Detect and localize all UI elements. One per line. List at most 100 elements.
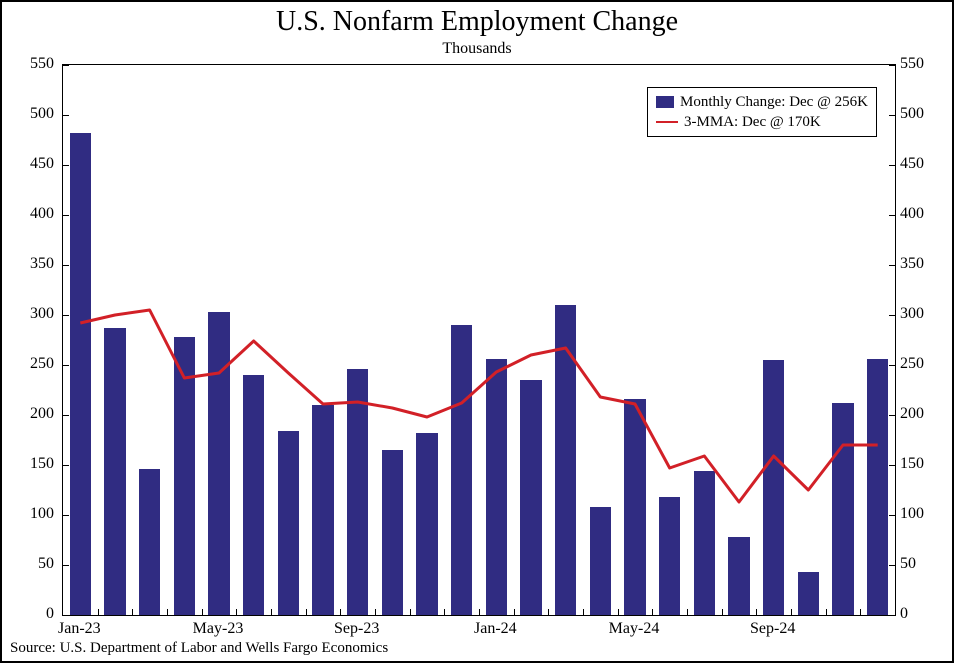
ytick-label-right: 350 (900, 255, 924, 273)
xtick-mark (132, 609, 133, 615)
xtick-mark (306, 609, 307, 615)
ytick-mark (889, 465, 895, 466)
ytick-mark (889, 415, 895, 416)
ytick-label-left: 300 (30, 305, 54, 323)
chart-title: U.S. Nonfarm Employment Change (2, 6, 952, 38)
bar (139, 469, 160, 615)
source-text: Source: U.S. Department of Labor and Wel… (10, 640, 388, 657)
legend-swatch-bar (656, 96, 674, 108)
xtick-label: May-24 (609, 620, 660, 638)
ytick-label-left: 500 (30, 105, 54, 123)
ytick-mark (889, 315, 895, 316)
ytick-mark (63, 115, 69, 116)
xtick-mark (548, 609, 549, 615)
bar (728, 537, 749, 615)
ytick-mark (63, 315, 69, 316)
bar (555, 305, 576, 615)
xtick-mark (826, 609, 827, 615)
chart-subtitle: Thousands (2, 40, 952, 58)
ytick-mark (63, 415, 69, 416)
xtick-mark (652, 609, 653, 615)
xtick-mark (271, 609, 272, 615)
ytick-mark (889, 215, 895, 216)
xtick-label: Sep-23 (334, 620, 379, 638)
legend-label: Monthly Change: Dec @ 256K (680, 94, 868, 111)
bar (624, 399, 645, 615)
xtick-label: Jan-24 (474, 620, 517, 638)
ytick-label-right: 500 (900, 105, 924, 123)
ytick-label-right: 550 (900, 55, 924, 73)
y-axis-left: 050100150200250300350400450500550 (2, 64, 58, 616)
bar (520, 380, 541, 615)
bar (590, 507, 611, 615)
xtick-mark (722, 609, 723, 615)
ytick-mark (889, 515, 895, 516)
chart-frame: U.S. Nonfarm Employment Change Thousands… (0, 0, 954, 663)
ytick-mark (63, 565, 69, 566)
ytick-label-left: 350 (30, 255, 54, 273)
ytick-label-right: 300 (900, 305, 924, 323)
ytick-mark (63, 515, 69, 516)
plot-area: Monthly Change: Dec @ 256K3-MMA: Dec @ 1… (62, 64, 896, 616)
xtick-mark (375, 609, 376, 615)
ytick-label-left: 250 (30, 355, 54, 373)
ytick-mark (889, 165, 895, 166)
ytick-label-right: 450 (900, 155, 924, 173)
xtick-label: Sep-24 (750, 620, 795, 638)
ytick-mark (63, 215, 69, 216)
bar (798, 572, 819, 615)
bar (70, 133, 91, 615)
xtick-mark (860, 609, 861, 615)
xtick-mark (340, 609, 341, 615)
legend-item: 3-MMA: Dec @ 170K (656, 112, 868, 132)
ytick-mark (63, 365, 69, 366)
bar (104, 328, 125, 615)
ytick-mark (889, 265, 895, 266)
bar (243, 375, 264, 615)
ytick-mark (63, 65, 69, 66)
ytick-mark (889, 365, 895, 366)
ytick-mark (63, 265, 69, 266)
bar (451, 325, 472, 615)
bar (694, 471, 715, 615)
xtick-mark (444, 609, 445, 615)
xtick-mark (202, 609, 203, 615)
bar (174, 337, 195, 615)
xtick-mark (687, 609, 688, 615)
ytick-label-left: 200 (30, 405, 54, 423)
xtick-mark (514, 609, 515, 615)
ytick-label-left: 0 (46, 605, 54, 623)
xtick-mark (583, 609, 584, 615)
xtick-mark (756, 609, 757, 615)
xtick-mark (236, 609, 237, 615)
bar (208, 312, 229, 615)
xtick-mark (167, 609, 168, 615)
xtick-mark (410, 609, 411, 615)
xtick-mark (618, 609, 619, 615)
bar (659, 497, 680, 615)
ytick-label-right: 50 (900, 555, 916, 573)
legend-swatch-line (656, 121, 678, 123)
bar (832, 403, 853, 615)
ytick-mark (889, 115, 895, 116)
y-axis-right: 050100150200250300350400450500550 (896, 64, 952, 616)
bar (278, 431, 299, 615)
bar (416, 433, 437, 615)
xtick-mark (479, 609, 480, 615)
ytick-label-right: 400 (900, 205, 924, 223)
ytick-label-right: 150 (900, 455, 924, 473)
ytick-label-right: 250 (900, 355, 924, 373)
ytick-label-right: 200 (900, 405, 924, 423)
bar (347, 369, 368, 615)
ytick-mark (63, 165, 69, 166)
xtick-mark (98, 609, 99, 615)
line-series (80, 310, 877, 502)
ytick-label-right: 100 (900, 505, 924, 523)
bar (312, 405, 333, 615)
bar (486, 359, 507, 615)
legend: Monthly Change: Dec @ 256K3-MMA: Dec @ 1… (647, 87, 877, 137)
ytick-mark (63, 465, 69, 466)
ytick-label-left: 450 (30, 155, 54, 173)
ytick-mark (889, 65, 895, 66)
xtick-mark (791, 609, 792, 615)
